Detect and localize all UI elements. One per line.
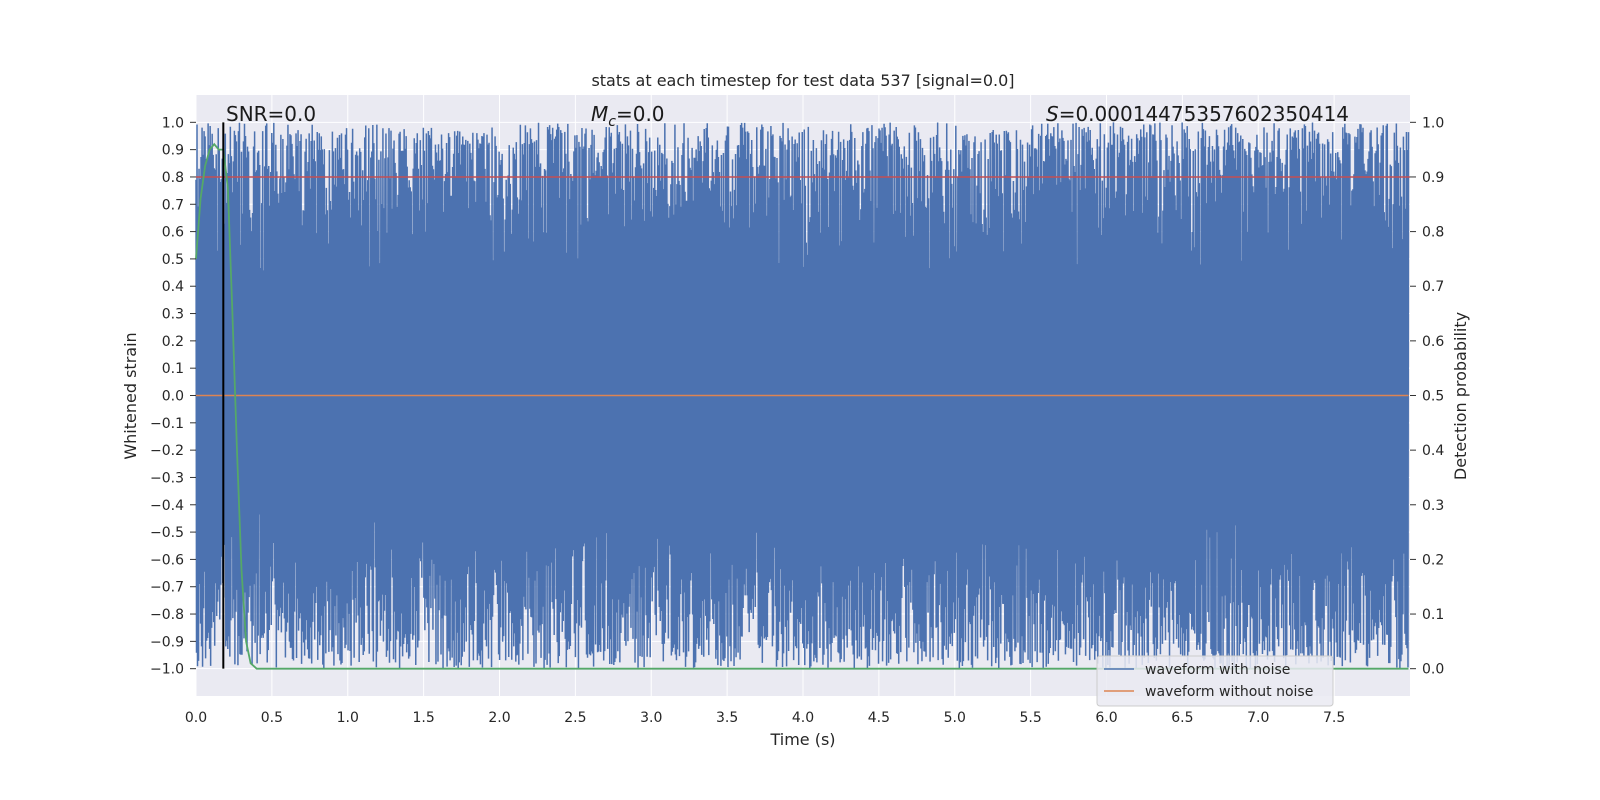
y2-tick-label: 1.0 bbox=[1422, 115, 1444, 131]
y-tick-label: −1.0 bbox=[150, 662, 184, 678]
x-tick-label: 3.0 bbox=[640, 710, 662, 726]
annotation-s: S=0.00014475357602350414 bbox=[1046, 102, 1349, 126]
y2-tick-label: 0.7 bbox=[1422, 279, 1444, 295]
detection-probability-line bbox=[195, 142, 1409, 670]
x-tick-label: 5.5 bbox=[1019, 710, 1041, 726]
y-tick-label: 0.1 bbox=[162, 361, 184, 377]
x-tick-label: 7.5 bbox=[1323, 710, 1345, 726]
series-waveform-with-noise bbox=[195, 122, 1410, 669]
y-tick-label: 0.6 bbox=[162, 225, 184, 241]
x-tick-label: 2.0 bbox=[488, 710, 510, 726]
y2-tick-label: 0.6 bbox=[1422, 334, 1444, 350]
y2-tick-label: 0.2 bbox=[1422, 552, 1444, 568]
y-axis-label: Whitened strain bbox=[121, 332, 140, 459]
x-tick-label: 6.0 bbox=[1095, 710, 1117, 726]
y-tick-label: 0.9 bbox=[162, 143, 184, 159]
annotation-mc-value: =0.0 bbox=[616, 102, 665, 126]
y-tick-label: −0.4 bbox=[150, 498, 184, 514]
y2-axis-ticks: 1.0 0.9 0.8 0.7 0.6 0.5 0.4 0.3 0.2 0.1 0.0 bbox=[1410, 115, 1444, 678]
x-axis-label: Time (s) bbox=[769, 730, 835, 749]
legend-label-noise: waveform with noise bbox=[1145, 662, 1290, 678]
y-tick-label: 0.4 bbox=[162, 279, 184, 295]
y2-tick-label: 0.3 bbox=[1422, 498, 1444, 514]
y2-tick-label: 0.5 bbox=[1422, 389, 1444, 405]
series-detection-probability bbox=[195, 142, 1409, 670]
x-tick-label: 6.5 bbox=[1171, 710, 1193, 726]
legend: waveform with noise waveform without noi… bbox=[1096, 655, 1334, 707]
y-tick-label: 0.7 bbox=[162, 197, 184, 213]
y2-tick-label: 0.4 bbox=[1422, 443, 1444, 459]
annotation-s-value: =0.00014475357602350414 bbox=[1059, 102, 1349, 126]
y-tick-label: 0.2 bbox=[162, 334, 184, 350]
annotation-mc-subscript: c bbox=[608, 114, 616, 130]
annotation-mc: Mc=0.0 bbox=[591, 102, 665, 130]
y-tick-label: 0.3 bbox=[162, 307, 184, 323]
y-tick-label: −0.8 bbox=[150, 607, 184, 623]
x-tick-label: 4.5 bbox=[868, 710, 890, 726]
y-tick-label: −0.3 bbox=[150, 470, 184, 486]
x-tick-label: 2.5 bbox=[564, 710, 586, 726]
legend-box bbox=[1096, 655, 1334, 707]
x-tick-label: 1.0 bbox=[337, 710, 359, 726]
noise-waveform-line bbox=[195, 122, 1410, 669]
x-tick-label: 7.0 bbox=[1247, 710, 1269, 726]
x-tick-label: 0.0 bbox=[185, 710, 207, 726]
y2-axis-label: Detection probability bbox=[1451, 312, 1470, 480]
x-tick-label: 4.0 bbox=[792, 710, 814, 726]
annotation-s-symbol: S bbox=[1046, 102, 1059, 126]
x-tick-label: 3.5 bbox=[716, 710, 738, 726]
x-tick-label: 1.5 bbox=[412, 710, 434, 726]
y2-tick-label: 0.8 bbox=[1422, 225, 1444, 241]
x-axis-ticks: 0.0 0.5 1.0 1.5 2.0 2.5 3.0 3.5 4.0 4.5 5.0 5.5 6.0 6… bbox=[185, 710, 1345, 726]
y-tick-label: −0.7 bbox=[150, 580, 184, 596]
y-axis-ticks: 1.0 0.9 0.8 0.7 0.6 0.5 0.4 0.3 0.2 0.1 0.0 −0.1 −0.… bbox=[150, 115, 196, 678]
annotation-mc-symbol: M bbox=[591, 102, 608, 126]
y-tick-label: −0.6 bbox=[150, 552, 184, 568]
y-tick-label: −0.1 bbox=[150, 416, 184, 432]
y-tick-label: 1.0 bbox=[162, 115, 184, 131]
y2-tick-label: 0.1 bbox=[1422, 607, 1444, 623]
annotation-snr: SNR=0.0 bbox=[226, 102, 316, 126]
y-tick-label: −0.9 bbox=[150, 634, 184, 650]
y2-tick-label: 0.0 bbox=[1422, 662, 1444, 678]
y-tick-label: 0.8 bbox=[162, 170, 184, 186]
x-tick-label: 5.0 bbox=[944, 710, 966, 726]
y2-tick-label: 0.9 bbox=[1422, 170, 1444, 186]
y-tick-label: 0.5 bbox=[162, 252, 184, 268]
x-tick-label: 0.5 bbox=[261, 710, 283, 726]
legend-label-clean: waveform without noise bbox=[1145, 684, 1313, 700]
chart-title: stats at each timestep for test data 537… bbox=[591, 71, 1014, 90]
y-tick-label: −0.2 bbox=[150, 443, 184, 459]
y-tick-label: −0.5 bbox=[150, 525, 184, 541]
y-tick-label: 0.0 bbox=[162, 389, 184, 405]
